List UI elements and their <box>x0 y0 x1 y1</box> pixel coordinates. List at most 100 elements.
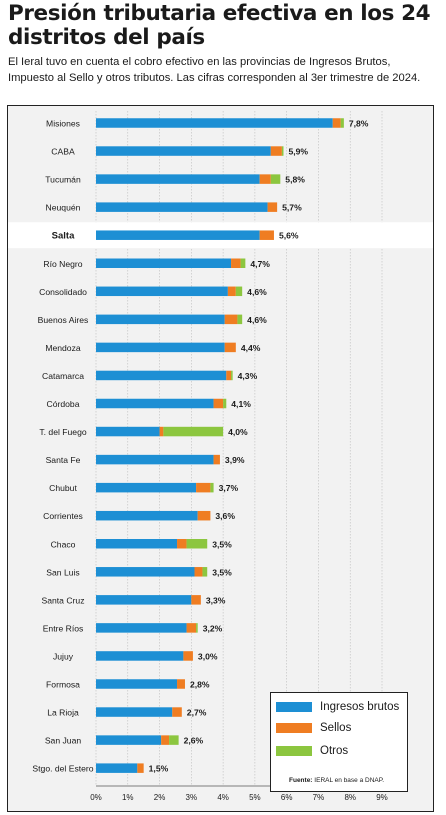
bar-sellos-tucuman <box>259 174 271 184</box>
bar-otros-cordoba <box>223 398 227 409</box>
category-label-san-juan: San Juan <box>45 736 82 746</box>
bar-sellos-la-rioja <box>172 707 182 717</box>
bar-sellos-mendoza <box>224 342 236 353</box>
category-label-stgo-del-estero: Stgo. del Estero <box>32 764 93 774</box>
bar-sellos-misiones <box>332 118 341 128</box>
legend: Ingresos brutos Sellos Otros Fuente: IER… <box>270 692 408 792</box>
bar-otros-catamarca <box>231 370 233 381</box>
legend-item-otros: Otros <box>276 744 348 758</box>
bar-sellos-chaco <box>177 539 187 549</box>
bar-ingresos-brutos-san-juan <box>96 735 162 745</box>
value-label-chubut: 3,7% <box>219 483 239 493</box>
value-label-chaco: 3,5% <box>212 539 232 549</box>
category-label-rio-negro: Río Negro <box>43 259 82 269</box>
value-label-corrientes: 3,6% <box>215 511 235 521</box>
bar-sellos-jujuy <box>183 651 193 661</box>
bar-ingresos-brutos-catamarca <box>96 370 227 381</box>
bar-sellos-caba <box>270 146 282 156</box>
category-label-entre-rios: Entre Ríos <box>43 623 84 633</box>
bar-ingresos-brutos-consolidado <box>96 286 228 297</box>
x-tick-label: 2% <box>154 793 166 802</box>
x-tick-label: 4% <box>217 793 229 802</box>
category-label-catamarca: Catamarca <box>42 371 84 381</box>
bar-otros-tucuman <box>270 174 281 184</box>
bar-sellos-catamarca <box>226 370 232 381</box>
source-label: Fuente: <box>289 777 313 784</box>
bar-sellos-t-del-fuego <box>159 426 164 437</box>
legend-label-ingresos-brutos: Ingresos brutos <box>320 701 400 713</box>
x-tick-label: 8% <box>344 793 356 802</box>
category-label-misiones: Misiones <box>46 119 80 129</box>
x-tick-label: 7% <box>313 793 325 802</box>
x-tick-label: 3% <box>186 793 198 802</box>
bar-ingresos-brutos-neuquen <box>96 202 268 212</box>
category-label-neuquen: Neuquén <box>46 203 81 213</box>
category-label-corrientes: Corrientes <box>43 511 83 521</box>
x-tick-label: 0% <box>90 793 102 802</box>
bar-sellos-rio-negro <box>231 258 241 268</box>
bar-otros-san-juan <box>169 735 179 745</box>
x-tick-label: 9% <box>376 793 388 802</box>
value-label-caba: 5,9% <box>288 147 308 157</box>
bar-ingresos-brutos-tucuman <box>96 174 260 184</box>
value-label-san-juan: 2,6% <box>184 736 204 746</box>
category-label-jujuy: Jujuy <box>53 651 74 661</box>
value-label-santa-fe: 3,9% <box>225 455 245 465</box>
bar-otros-chubut <box>210 482 214 493</box>
bar-ingresos-brutos-jujuy <box>96 651 184 661</box>
value-label-stgo-del-estero: 1,5% <box>149 764 169 774</box>
category-label-la-rioja: La Rioja <box>47 708 79 718</box>
value-label-entre-rios: 3,2% <box>203 623 223 633</box>
legend-swatch-otros <box>276 746 312 756</box>
value-label-consolidado: 4,6% <box>247 287 267 297</box>
bar-otros-entre-rios <box>196 623 198 633</box>
bar-ingresos-brutos-buenos-aires <box>96 314 225 325</box>
bar-sellos-salta <box>259 230 274 240</box>
bar-ingresos-brutos-mendoza <box>96 342 225 353</box>
bar-ingresos-brutos-san-luis <box>96 567 195 577</box>
chart-subtitle: El Ieral tuvo en cuenta el cobro efectiv… <box>8 56 421 84</box>
category-label-salta: Salta <box>52 231 75 242</box>
category-label-tucuman: Tucumán <box>45 175 81 185</box>
bar-otros-consolidado <box>235 286 243 297</box>
bar-ingresos-brutos-formosa <box>96 679 178 689</box>
legend-item-sellos: Sellos <box>276 721 351 735</box>
category-label-consolidado: Consolidado <box>39 287 87 297</box>
bar-sellos-entre-rios <box>186 623 197 633</box>
bar-ingresos-brutos-chaco <box>96 539 178 549</box>
value-label-san-luis: 3,5% <box>212 567 232 577</box>
bar-ingresos-brutos-caba <box>96 146 271 156</box>
bar-otros-san-luis <box>202 567 208 577</box>
category-label-santa-fe: Santa Fe <box>46 455 81 465</box>
bar-sellos-san-luis <box>194 567 203 577</box>
value-label-rio-negro: 4,7% <box>250 259 270 269</box>
value-label-neuquen: 5,7% <box>282 203 302 213</box>
legend-label-otros: Otros <box>320 745 349 757</box>
legend-swatch-ingresos-brutos <box>276 702 312 712</box>
category-label-san-luis: San Luis <box>46 567 79 577</box>
x-tick-label: 1% <box>122 793 134 802</box>
bar-sellos-chubut <box>196 482 211 493</box>
bar-ingresos-brutos-chubut <box>96 482 197 493</box>
bar-sellos-neuquen <box>267 202 278 212</box>
value-label-mendoza: 4,4% <box>241 343 261 353</box>
bar-ingresos-brutos-salta <box>96 230 260 240</box>
bar-sellos-stgo-del-estero <box>137 763 144 773</box>
chart-panel: Misiones 7,8% CABA 5,9% Tucumán 5,8% Neuquén 5,… <box>7 105 434 812</box>
bar-otros-caba <box>281 146 284 156</box>
value-label-salta: 5,6% <box>279 231 299 241</box>
value-label-la-rioja: 2,7% <box>187 708 207 718</box>
category-label-buenos-aires: Buenos Aires <box>38 315 89 325</box>
bar-sellos-santa-fe <box>213 454 220 465</box>
category-label-mendoza: Mendoza <box>45 343 81 353</box>
source-note: Fuente: IERAL en base a DNAP. <box>289 777 384 784</box>
value-label-t-del-fuego: 4,0% <box>228 427 248 437</box>
bar-otros-t-del-fuego <box>163 426 224 437</box>
legend-swatch-sellos <box>276 723 312 733</box>
value-label-santa-cruz: 3,3% <box>206 595 226 605</box>
source-text: IERAL en base a DNAP. <box>314 777 385 784</box>
bar-ingresos-brutos-cordoba <box>96 398 214 409</box>
value-label-jujuy: 3,0% <box>198 651 218 661</box>
bar-sellos-cordoba <box>213 398 224 409</box>
bar-ingresos-brutos-la-rioja <box>96 707 173 717</box>
